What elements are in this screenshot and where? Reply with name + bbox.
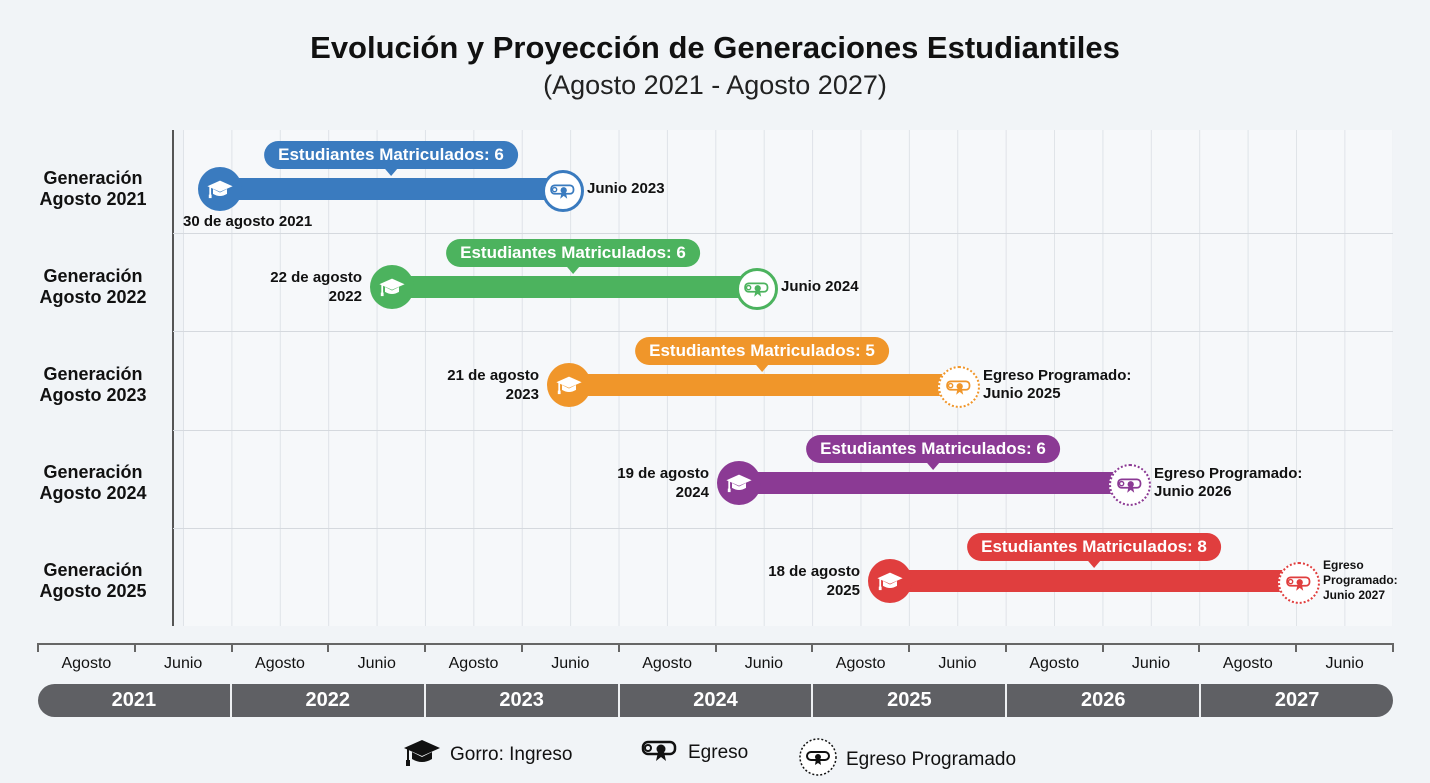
enrolled-bubble: Estudiantes Matriculados: 6	[806, 435, 1060, 470]
x-tick	[424, 643, 427, 652]
row-label: Generación Agosto 2024	[23, 462, 163, 504]
start-date-label: 30 de agosto 2021	[183, 213, 313, 230]
start-date-label: 22 de agosto 2022	[270, 269, 362, 305]
generation-bar	[569, 374, 957, 396]
x-tick	[1198, 643, 1201, 652]
graduation-cap-icon	[402, 737, 442, 773]
legend-item-egreso-programado: Egreso Programado	[798, 737, 1016, 783]
chart-title: Evolución y Proyección de Generaciones E…	[310, 30, 1120, 65]
x-month-label: Agosto	[61, 655, 112, 672]
x-year-label: 2021	[38, 684, 232, 717]
y-axis-line	[172, 130, 174, 626]
legend-label: Egreso Programado	[846, 749, 1017, 770]
x-tick	[37, 643, 39, 652]
x-tick	[811, 643, 814, 652]
x-month-label: Agosto	[1222, 655, 1273, 672]
diploma-dashed-icon	[798, 737, 838, 783]
start-date-label: 18 de agosto 2025	[768, 563, 860, 599]
end-date-label: Junio 2023	[587, 180, 665, 197]
x-month-label: Agosto	[448, 655, 499, 672]
row-label-text: Generación Agosto 2024	[39, 462, 147, 503]
x-year-label: 2023	[426, 684, 620, 717]
x-month-label: Junio	[357, 655, 396, 672]
generation-bar	[392, 276, 755, 298]
row-label: Generación Agosto 2025	[23, 560, 163, 602]
diploma-icon	[736, 268, 778, 310]
year-band: 2021 2022 2023 2024 2025 2026 2027	[38, 684, 1393, 717]
end-date-label: Egreso Programado: Junio 2025	[983, 367, 1132, 402]
graduation-cap-icon	[547, 363, 591, 407]
x-month-label: Junio	[938, 655, 977, 672]
diploma-dashed-icon	[1278, 562, 1320, 604]
legend-label: Gorro: Ingreso	[450, 744, 573, 765]
x-month-label: Agosto	[835, 655, 886, 672]
x-year-label: 2025	[813, 684, 1008, 717]
generation-bar	[739, 472, 1128, 494]
x-month-label: Agosto	[255, 655, 305, 672]
enrolled-bubble: Estudiantes Matriculados: 5	[635, 337, 889, 372]
x-year-label: 2027	[1274, 689, 1320, 711]
x-tick	[908, 643, 911, 652]
graduation-cap-icon	[717, 461, 761, 505]
x-year-label: 2026	[1007, 684, 1202, 717]
generation-bar	[890, 570, 1297, 592]
x-month-label: Junio	[1325, 655, 1364, 672]
row-label-text: Generación Agosto 2021	[39, 168, 147, 209]
start-date-label: 21 de agosto 2023	[447, 367, 539, 403]
x-month-label: Agosto	[1029, 655, 1080, 672]
x-tick	[1392, 643, 1394, 652]
x-tick	[1295, 643, 1298, 652]
x-month-label: Junio	[164, 655, 203, 672]
x-year-label: 2024	[620, 684, 814, 717]
x-tick	[1004, 643, 1007, 652]
chart-subtitle: (Agosto 2021 - Agosto 2027)	[543, 70, 887, 100]
generation-bar	[220, 178, 561, 200]
end-date-label: Egreso Programado: Junio 2026	[1154, 465, 1303, 500]
x-month-label: Junio	[744, 655, 784, 672]
row-label-text: Generación Agosto 2022	[39, 266, 147, 307]
x-month-label: Agosto	[642, 655, 692, 672]
row-separator	[173, 528, 1393, 529]
row-label-text: Generación Agosto 2025	[39, 560, 147, 601]
x-tick	[714, 643, 717, 652]
legend-item-ingreso: Gorro: Ingreso	[402, 737, 573, 773]
end-date-label: Egreso Programado: Junio 2027	[1323, 558, 1398, 602]
row-label: Generación Agosto 2021	[23, 168, 163, 210]
x-tick	[327, 643, 330, 652]
x-year-label: 2022	[232, 684, 426, 717]
x-tick	[230, 643, 233, 652]
row-separator	[173, 430, 1393, 431]
row-separator	[173, 331, 1393, 332]
x-tick	[133, 643, 136, 652]
graduation-cap-icon	[868, 559, 912, 603]
row-label: Generación Agosto 2022	[23, 266, 163, 308]
graduation-cap-icon	[370, 265, 414, 309]
x-tick	[520, 643, 523, 652]
diploma-icon	[542, 170, 584, 212]
enrolled-bubble: Estudiantes Matriculados: 6	[264, 141, 518, 176]
enrolled-bubble: Estudiantes Matriculados: 8	[967, 533, 1221, 568]
x-month-label: Junio	[1131, 655, 1171, 672]
start-date-label: 19 de agosto 2024	[617, 465, 709, 501]
legend-label: Egreso	[688, 742, 749, 763]
diploma-dashed-icon	[938, 366, 980, 408]
diploma-icon	[640, 737, 680, 769]
end-date-label: Junio 2024	[781, 278, 859, 295]
diploma-dashed-icon	[1109, 464, 1151, 506]
x-tick	[1101, 643, 1104, 652]
row-label-text: Generación Agosto 2023	[39, 364, 147, 405]
x-month-label: Junio	[551, 655, 590, 672]
legend-item-egreso: Egreso	[640, 737, 748, 769]
row-label: Generación Agosto 2023	[23, 364, 163, 406]
enrolled-bubble: Estudiantes Matriculados: 6	[446, 239, 700, 274]
graduation-cap-icon	[198, 167, 242, 211]
x-tick	[617, 643, 620, 652]
row-separator	[173, 233, 1393, 234]
